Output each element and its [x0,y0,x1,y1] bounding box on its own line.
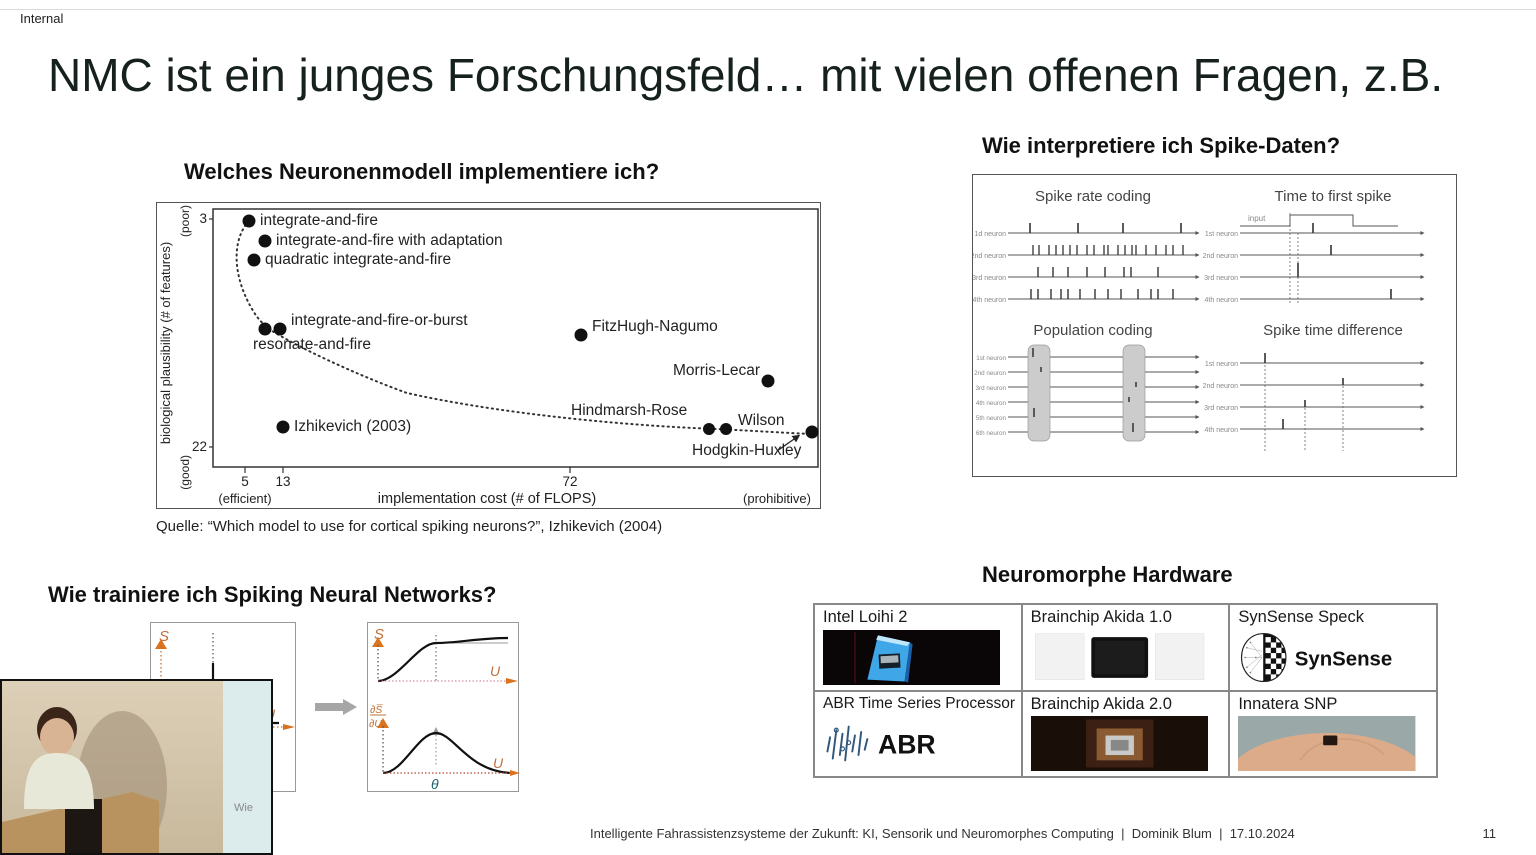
svg-text:5: 5 [241,474,249,489]
svg-text:6th neuron: 6th neuron [976,430,1007,437]
svg-text:∂S̅: ∂S̅ [370,704,384,716]
svg-text:implementation cost (# of FLOP: implementation cost (# of FLOPS) [378,491,596,507]
svg-text:4th neuron: 4th neuron [1205,427,1239,434]
svg-text:1st neuron: 1st neuron [976,355,1006,362]
svg-text:4th neuron: 4th neuron [1205,297,1239,304]
svg-text:Population coding: Population coding [1033,322,1152,339]
svg-text:2nd neuron: 2nd neuron [973,253,1006,260]
svg-text:(efficient): (efficient) [218,491,271,506]
svg-text:Spike rate coding: Spike rate coding [1035,188,1151,205]
svg-text:FitzHugh-Nagumo: FitzHugh-Nagumo [592,318,718,335]
svg-text:3rd neuron: 3rd neuron [1204,405,1238,412]
svg-text:resonate-and-fire: resonate-and-fire [253,336,371,353]
svg-text:22: 22 [192,439,207,454]
svg-text:integrate-and-fire with adapta: integrate-and-fire with adaptation [276,232,503,249]
svg-text:2nd neuron: 2nd neuron [1203,253,1239,260]
svg-text:U: U [490,663,501,679]
svg-text:3: 3 [199,211,207,226]
svg-text:ABR: ABR [878,729,936,759]
svg-text:Wie: Wie [234,802,253,814]
svg-text:Spike time difference: Spike time difference [1263,322,1403,339]
svg-text:72: 72 [562,474,577,489]
svg-text:Wilson: Wilson [738,412,785,429]
svg-text:θ: θ [431,776,439,792]
svg-text:3rd neuron: 3rd neuron [973,275,1006,282]
svg-text:3rd neuron: 3rd neuron [976,385,1007,392]
svg-text:input: input [1248,214,1266,223]
svg-text:SynSense: SynSense [1295,648,1392,670]
svg-text:(poor): (poor) [178,205,192,237]
svg-text:2nd neuron: 2nd neuron [1203,383,1239,390]
svg-text:13: 13 [275,474,290,489]
svg-text:integrate-and-fire: integrate-and-fire [260,212,378,229]
svg-text:Izhikevich (2003): Izhikevich (2003) [294,418,411,435]
svg-text:5th neuron: 5th neuron [976,415,1007,422]
svg-text:3rd neuron: 3rd neuron [1204,275,1238,282]
svg-text:4th neuron: 4th neuron [976,400,1007,407]
svg-text:quadratic integrate-and-fire: quadratic integrate-and-fire [265,251,451,268]
svg-text:Time to first spike: Time to first spike [1275,188,1392,205]
svg-text:4th neuron: 4th neuron [973,297,1006,304]
svg-text:1st neuron: 1st neuron [1205,361,1238,368]
svg-text:integrate-and-fire-or-burst: integrate-and-fire-or-burst [291,312,468,329]
svg-text:U: U [493,755,504,771]
svg-text:Hindmarsh-Rose: Hindmarsh-Rose [571,402,687,419]
svg-text:2nd neuron: 2nd neuron [974,370,1006,377]
svg-text:1d neuron: 1d neuron [974,231,1006,238]
svg-text:1st neuron: 1st neuron [1205,231,1238,238]
svg-text:(prohibitive): (prohibitive) [743,491,811,506]
svg-text:biological plausibility (# of: biological plausibility (# of features) [158,242,173,444]
svg-text:Morris-Lecar: Morris-Lecar [673,362,760,379]
svg-text:(good): (good) [178,455,192,490]
